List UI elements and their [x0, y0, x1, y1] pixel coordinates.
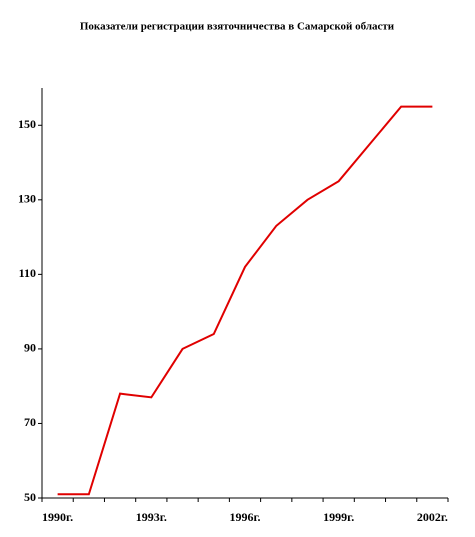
- x-tick-label: 1996г.: [229, 510, 260, 524]
- y-tick-label: 130: [18, 192, 36, 206]
- y-tick-label: 110: [19, 266, 36, 280]
- y-tick-label: 90: [24, 341, 36, 355]
- y-tick-label: 50: [24, 490, 36, 504]
- x-tick-label: 2002г.: [417, 510, 448, 524]
- y-tick-label: 70: [24, 415, 36, 429]
- x-tick-label: 1999г.: [323, 510, 354, 524]
- y-tick-label: 150: [18, 117, 36, 131]
- chart-title: Показатели регистрации взяточничества в …: [80, 21, 395, 33]
- data-line: [57, 105, 433, 496]
- x-tick-label: 1990г.: [42, 510, 73, 524]
- x-tick-label: 1993г.: [136, 510, 167, 524]
